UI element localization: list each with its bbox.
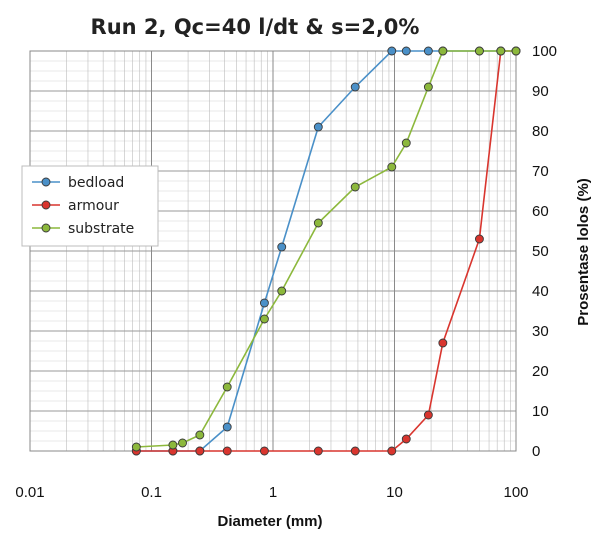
data-point-substrate [474, 46, 484, 56]
data-point-armour [438, 338, 448, 348]
y-tick-label: 0 [532, 443, 540, 460]
data-point-bedload [387, 46, 397, 56]
data-point-armour [313, 446, 323, 456]
x-tick-label: 0.1 [141, 484, 162, 501]
data-point-substrate [168, 440, 178, 450]
y-tick-label: 100 [532, 43, 557, 60]
data-point-bedload [423, 46, 433, 56]
legend-label-armour: armour [68, 198, 119, 214]
x-tick-label: 0.01 [15, 484, 44, 501]
y-tick-label: 50 [532, 243, 549, 260]
data-point-substrate [350, 182, 360, 192]
chart-title: Run 2, Qc=40 l/dt & s=2,0% [91, 15, 420, 39]
data-point-bedload [277, 242, 287, 252]
legend-marker-bedload [41, 177, 51, 187]
y-axis-label: Prosentase lolos (%) [575, 178, 592, 326]
x-axis-label: Diameter (mm) [217, 513, 322, 530]
data-point-bedload [222, 422, 232, 432]
y-tick-label: 80 [532, 123, 549, 140]
data-point-substrate [195, 430, 205, 440]
grid [29, 50, 517, 452]
tick-labels: 0 10 20 30 40 50 60 70 80 90 100 0.01 0.1 1 10 100 [15, 43, 557, 501]
y-tick-label: 10 [532, 403, 549, 420]
series-layer [131, 46, 521, 456]
data-point-substrate [131, 442, 141, 452]
x-tick-label: 1 [269, 484, 277, 501]
legend-marker-armour [41, 200, 51, 210]
data-point-armour [350, 446, 360, 456]
y-tick-label: 30 [532, 323, 549, 340]
data-point-substrate [387, 162, 397, 172]
data-point-substrate [401, 138, 411, 148]
legend-label-substrate: substrate [68, 221, 134, 237]
y-tick-label: 70 [532, 163, 549, 180]
legend-marker-substrate [41, 223, 51, 233]
x-tick-label: 10 [386, 484, 403, 501]
data-point-armour [222, 446, 232, 456]
data-point-bedload [259, 298, 269, 308]
legend-label-bedload: bedload [68, 175, 124, 191]
series-line-substrate [136, 50, 516, 448]
data-point-bedload [350, 82, 360, 92]
data-point-substrate [259, 314, 269, 324]
data-point-armour [387, 446, 397, 456]
data-point-substrate [511, 46, 521, 56]
y-tick-label: 90 [532, 83, 549, 100]
legend: bedload armour substrate [21, 165, 159, 247]
data-point-armour [401, 434, 411, 444]
data-point-armour [423, 410, 433, 420]
data-point-substrate [222, 382, 232, 392]
data-point-bedload [313, 122, 323, 132]
data-point-substrate [178, 438, 187, 448]
data-point-substrate [277, 286, 287, 296]
data-point-armour [474, 234, 484, 244]
data-point-substrate [438, 46, 448, 56]
data-point-substrate [423, 82, 433, 92]
series-line-armour [136, 50, 516, 452]
data-point-substrate [496, 46, 506, 56]
data-point-substrate [313, 218, 323, 228]
y-tick-label: 40 [532, 283, 549, 300]
y-tick-label: 20 [532, 363, 549, 380]
data-point-armour [259, 446, 269, 456]
data-point-armour [195, 446, 205, 456]
x-tick-label: 100 [503, 484, 528, 501]
y-tick-label: 60 [532, 203, 549, 220]
data-point-bedload [401, 46, 411, 56]
